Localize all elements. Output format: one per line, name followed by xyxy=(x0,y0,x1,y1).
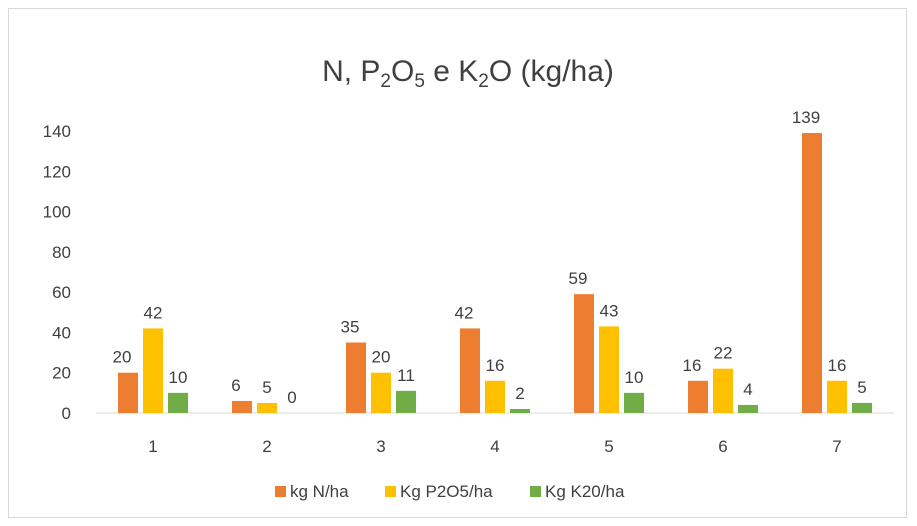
x-tick-label: 7 xyxy=(832,437,841,456)
data-label: 20 xyxy=(372,348,391,367)
legend-entry: Kg K20/ha xyxy=(545,482,625,501)
data-label: 2 xyxy=(515,384,524,403)
chart-title: N, P2O5 e K2O (kg/ha) xyxy=(322,55,614,92)
x-tick-label: 2 xyxy=(262,437,271,456)
bar-chart: N, P2O5 e K2O (kg/ha) 020406080100120140… xyxy=(43,55,894,501)
data-label: 5 xyxy=(857,378,866,397)
data-label: 10 xyxy=(625,368,644,387)
data-label: 4 xyxy=(743,380,752,399)
x-tick-label: 1 xyxy=(148,437,157,456)
bar xyxy=(827,380,847,413)
data-label: 42 xyxy=(144,303,163,322)
data-label: 16 xyxy=(828,356,847,375)
y-tick-label: 140 xyxy=(43,122,71,141)
data-label: 16 xyxy=(486,356,505,375)
title-subscript: 2 xyxy=(478,71,489,92)
data-label: 42 xyxy=(455,303,474,322)
title-text: N, P xyxy=(322,55,380,88)
data-label: 139 xyxy=(792,108,820,127)
bar xyxy=(168,392,188,413)
x-axis: 1 2 3 4 5 6 7 xyxy=(96,412,894,456)
bar xyxy=(852,402,872,413)
bar xyxy=(460,328,480,413)
chart-container: N, P2O5 e K2O (kg/ha) 0 20 40 60 80 100 120 140… xyxy=(8,8,907,518)
y-axis: 0 20 40 60 80 100 120 140 xyxy=(43,122,71,423)
legend: kg N/ha Kg P2O5/ha Kg K20/ha xyxy=(275,482,625,501)
bar xyxy=(574,294,594,413)
bar xyxy=(257,402,277,413)
data-label: 5 xyxy=(262,378,271,397)
data-labels-group: 20 6 35 42 59 16 139 42 5 20 16 43 22 16 10 0 11 2 10 4 5 xyxy=(113,108,867,407)
title-text: O (kg/ha) xyxy=(489,55,614,88)
data-label: 6 xyxy=(231,376,240,395)
legend-swatch xyxy=(275,486,286,497)
data-label: 22 xyxy=(714,344,733,363)
legend-entry: Kg P2O5/ha xyxy=(400,482,493,501)
title-subscript: 5 xyxy=(414,71,425,92)
y-tick-label: 80 xyxy=(52,243,71,262)
bar xyxy=(118,372,138,413)
title-text: e K xyxy=(425,55,478,88)
bar xyxy=(346,342,366,413)
data-label: 16 xyxy=(683,356,702,375)
title-text: O xyxy=(391,55,414,88)
bar xyxy=(485,380,505,413)
bar xyxy=(688,380,708,413)
bar xyxy=(143,328,163,413)
data-label: 59 xyxy=(569,269,588,288)
bar xyxy=(371,372,391,413)
data-label: 43 xyxy=(600,301,619,320)
y-tick-label: 100 xyxy=(43,203,71,222)
bar xyxy=(624,392,644,413)
title-subscript: 2 xyxy=(380,71,391,92)
bar xyxy=(510,408,530,413)
legend-entry: kg N/ha xyxy=(290,482,349,501)
bar-series-group xyxy=(118,133,872,413)
y-tick-label: 40 xyxy=(52,323,71,342)
y-tick-label: 20 xyxy=(52,364,71,383)
y-tick-label: 0 xyxy=(62,404,71,423)
x-tick-label: 4 xyxy=(490,437,499,456)
data-label: 35 xyxy=(341,318,360,337)
data-label: 11 xyxy=(397,366,415,385)
bar xyxy=(599,326,619,413)
legend-swatch xyxy=(530,486,541,497)
bar xyxy=(232,400,252,413)
x-tick-label: 5 xyxy=(604,437,613,456)
bar xyxy=(713,368,733,413)
y-tick-label: 120 xyxy=(43,162,71,181)
data-label: 0 xyxy=(287,388,296,407)
y-tick-label: 60 xyxy=(52,283,71,302)
legend-swatch xyxy=(385,486,396,497)
bar xyxy=(738,404,758,413)
bar xyxy=(396,390,416,413)
x-tick-label: 3 xyxy=(376,437,385,456)
data-label: 20 xyxy=(113,348,132,367)
bar xyxy=(802,133,822,413)
data-label: 10 xyxy=(169,368,188,387)
x-tick-label: 6 xyxy=(718,437,727,456)
